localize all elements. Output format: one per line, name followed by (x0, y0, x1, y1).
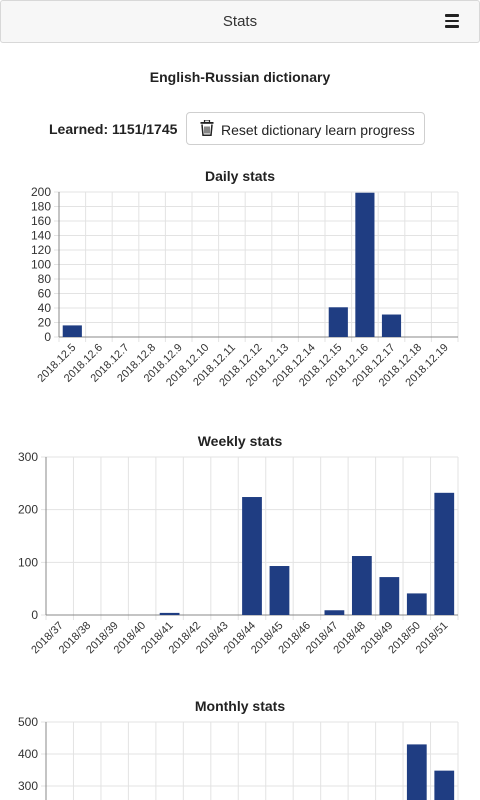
y-tick-label: 180 (31, 200, 51, 214)
y-tick-label: 100 (18, 555, 38, 569)
y-tick-label: 0 (44, 330, 51, 344)
bar (379, 577, 400, 615)
learned-count: Learned: 1151/1745 (49, 121, 178, 137)
bar (328, 307, 348, 337)
y-tick-label: 40 (38, 301, 52, 315)
bar (406, 744, 427, 800)
y-tick-label: 160 (31, 214, 51, 228)
y-tick-label: 0 (31, 608, 38, 622)
bar (269, 566, 290, 615)
weekly-stats-chart: Weekly stats01002003002018/372018/382018… (18, 433, 459, 656)
chart-title: Daily stats (205, 168, 275, 184)
bar (355, 192, 375, 337)
chart-title: Monthly stats (195, 698, 285, 714)
reset-progress-label: Reset dictionary learn progress (221, 122, 415, 138)
monthly-stats-chart: Monthly stats 300 400 500 (18, 698, 459, 800)
y-tick-label: 500 (18, 715, 38, 729)
navbar: Stats (0, 0, 480, 43)
bar (159, 612, 180, 615)
y-tick-label: 120 (31, 243, 51, 257)
y-tick-label: 300 (18, 779, 38, 793)
y-tick-label: 60 (38, 287, 52, 301)
hamburger-menu-icon[interactable] (445, 14, 459, 28)
bar (406, 593, 427, 615)
y-tick-label: 200 (18, 503, 38, 517)
dictionary-title: English-Russian dictionary (149, 69, 331, 85)
reset-progress-button[interactable]: Reset dictionary learn progress (186, 112, 425, 145)
y-tick-label: 140 (31, 229, 51, 243)
y-tick-label: 300 (18, 450, 38, 464)
bar (324, 610, 345, 615)
y-tick-label: 200 (31, 185, 51, 199)
page-title: Stats (222, 13, 258, 30)
chart-title: Weekly stats (198, 433, 283, 449)
bar (434, 492, 455, 615)
y-tick-label: 20 (38, 316, 52, 330)
trash-icon (200, 120, 214, 136)
y-tick-label: 400 (18, 747, 38, 761)
bar (381, 314, 402, 337)
daily-stats-chart: Daily stats02040608010012014016018020020… (31, 168, 459, 389)
y-tick-label: 100 (31, 258, 51, 272)
bar (434, 770, 455, 800)
bar (242, 497, 262, 615)
bar (62, 325, 82, 337)
bar (351, 556, 372, 615)
y-tick-label: 80 (38, 272, 52, 286)
